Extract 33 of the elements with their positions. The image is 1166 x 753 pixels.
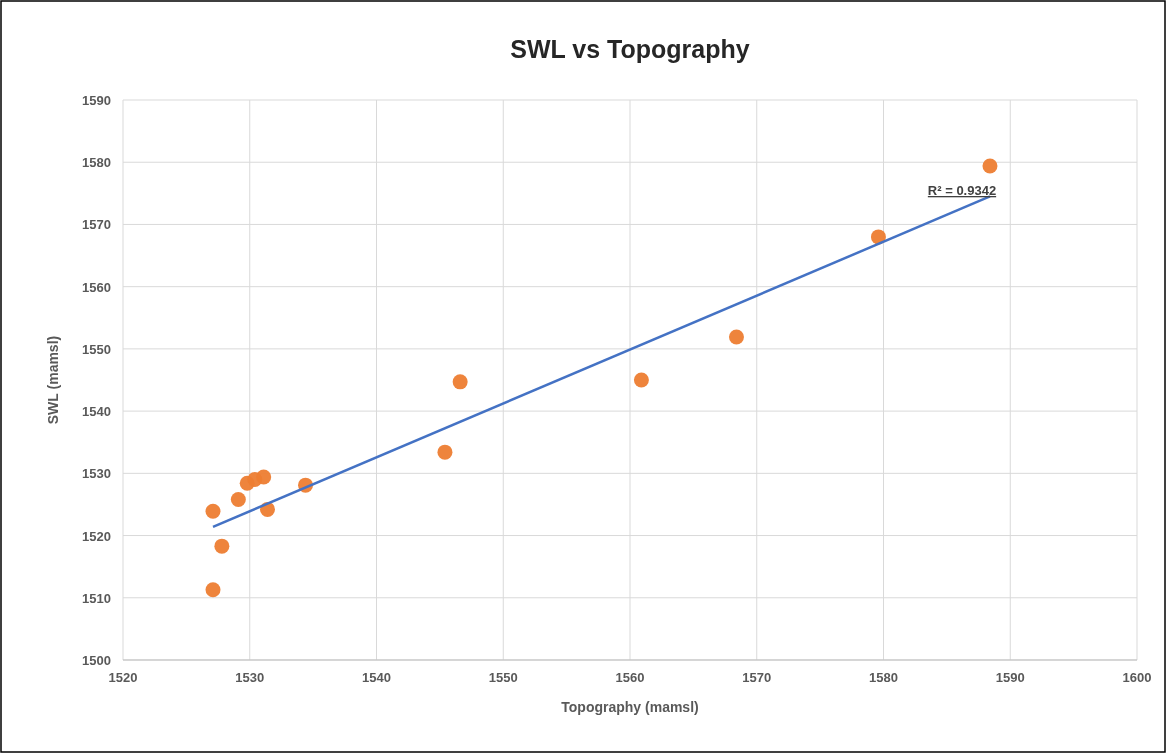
- point: [205, 503, 221, 519]
- x-tick-label: 1550: [488, 670, 518, 685]
- x-tick-label: 1540: [362, 670, 391, 685]
- x-tick-label: 1560: [615, 670, 645, 685]
- point: [437, 444, 453, 460]
- point: [982, 158, 998, 174]
- point: [728, 329, 744, 345]
- x-axis-title: Topography (mamsl): [561, 699, 699, 715]
- y-tick-label: 1530: [82, 466, 111, 482]
- point: [230, 491, 246, 507]
- x-tick-label: 1590: [995, 670, 1025, 685]
- point: [452, 374, 468, 390]
- x-tick-label: 1570: [742, 670, 772, 685]
- x-tick-label: 1520: [108, 670, 138, 685]
- y-tick-label: 1510: [82, 590, 111, 606]
- y-axis-title: SWL (mamsl): [45, 335, 61, 425]
- annotation: R² = 0.9342: [927, 183, 997, 198]
- point: [205, 582, 221, 598]
- x-tick-label: 1600: [1122, 670, 1152, 685]
- y-tick-label: 1520: [82, 528, 111, 544]
- y-tick-label: 1570: [82, 217, 111, 233]
- y-tick-label: 1560: [82, 279, 111, 295]
- y-tick-label: 1590: [82, 93, 111, 108]
- point: [256, 469, 272, 485]
- y-tick-label: 1550: [82, 341, 111, 357]
- point: [214, 538, 230, 554]
- x-tick-label: 1530: [235, 670, 265, 685]
- point: [633, 372, 649, 388]
- x-tick-label: 1580: [869, 670, 898, 685]
- y-tick-label: 1540: [82, 404, 111, 420]
- chart-title: SWL vs Topography: [510, 35, 750, 63]
- y-tick-label: 1580: [82, 155, 111, 171]
- y-tick-label: 1500: [82, 653, 111, 668]
